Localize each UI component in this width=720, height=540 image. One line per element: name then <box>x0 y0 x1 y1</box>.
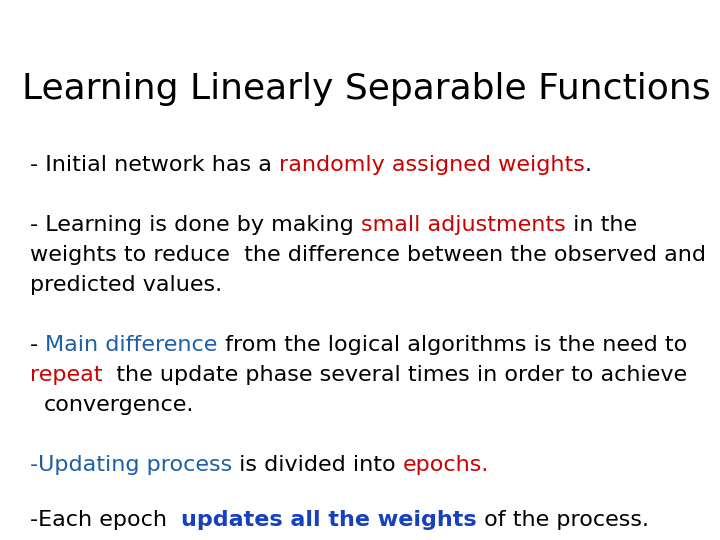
Text: - Initial network has a: - Initial network has a <box>30 155 279 175</box>
Text: - Learning is done by making: - Learning is done by making <box>30 215 361 235</box>
Text: .: . <box>585 155 592 175</box>
Text: epochs.: epochs. <box>403 455 490 475</box>
Text: updates all the weights: updates all the weights <box>181 510 477 530</box>
Text: the update phase several times in order to achieve: the update phase several times in order … <box>102 365 688 385</box>
Text: randomly assigned weights: randomly assigned weights <box>279 155 585 175</box>
Text: small adjustments: small adjustments <box>361 215 566 235</box>
Text: convergence.: convergence. <box>44 395 194 415</box>
Text: is divided into: is divided into <box>233 455 403 475</box>
Text: weights to reduce  the difference between the observed and: weights to reduce the difference between… <box>30 245 706 265</box>
Text: from the logical algorithms is the need to: from the logical algorithms is the need … <box>217 335 687 355</box>
Text: Learning Linearly Separable Functions (3): Learning Linearly Separable Functions (3… <box>22 72 720 106</box>
Text: -: - <box>30 335 45 355</box>
Text: repeat: repeat <box>30 365 102 385</box>
Text: of the process.: of the process. <box>477 510 649 530</box>
Text: predicted values.: predicted values. <box>30 275 222 295</box>
Text: in the: in the <box>566 215 636 235</box>
Text: -Updating process: -Updating process <box>30 455 233 475</box>
Text: -Each epoch: -Each epoch <box>30 510 181 530</box>
Text: Main difference: Main difference <box>45 335 217 355</box>
